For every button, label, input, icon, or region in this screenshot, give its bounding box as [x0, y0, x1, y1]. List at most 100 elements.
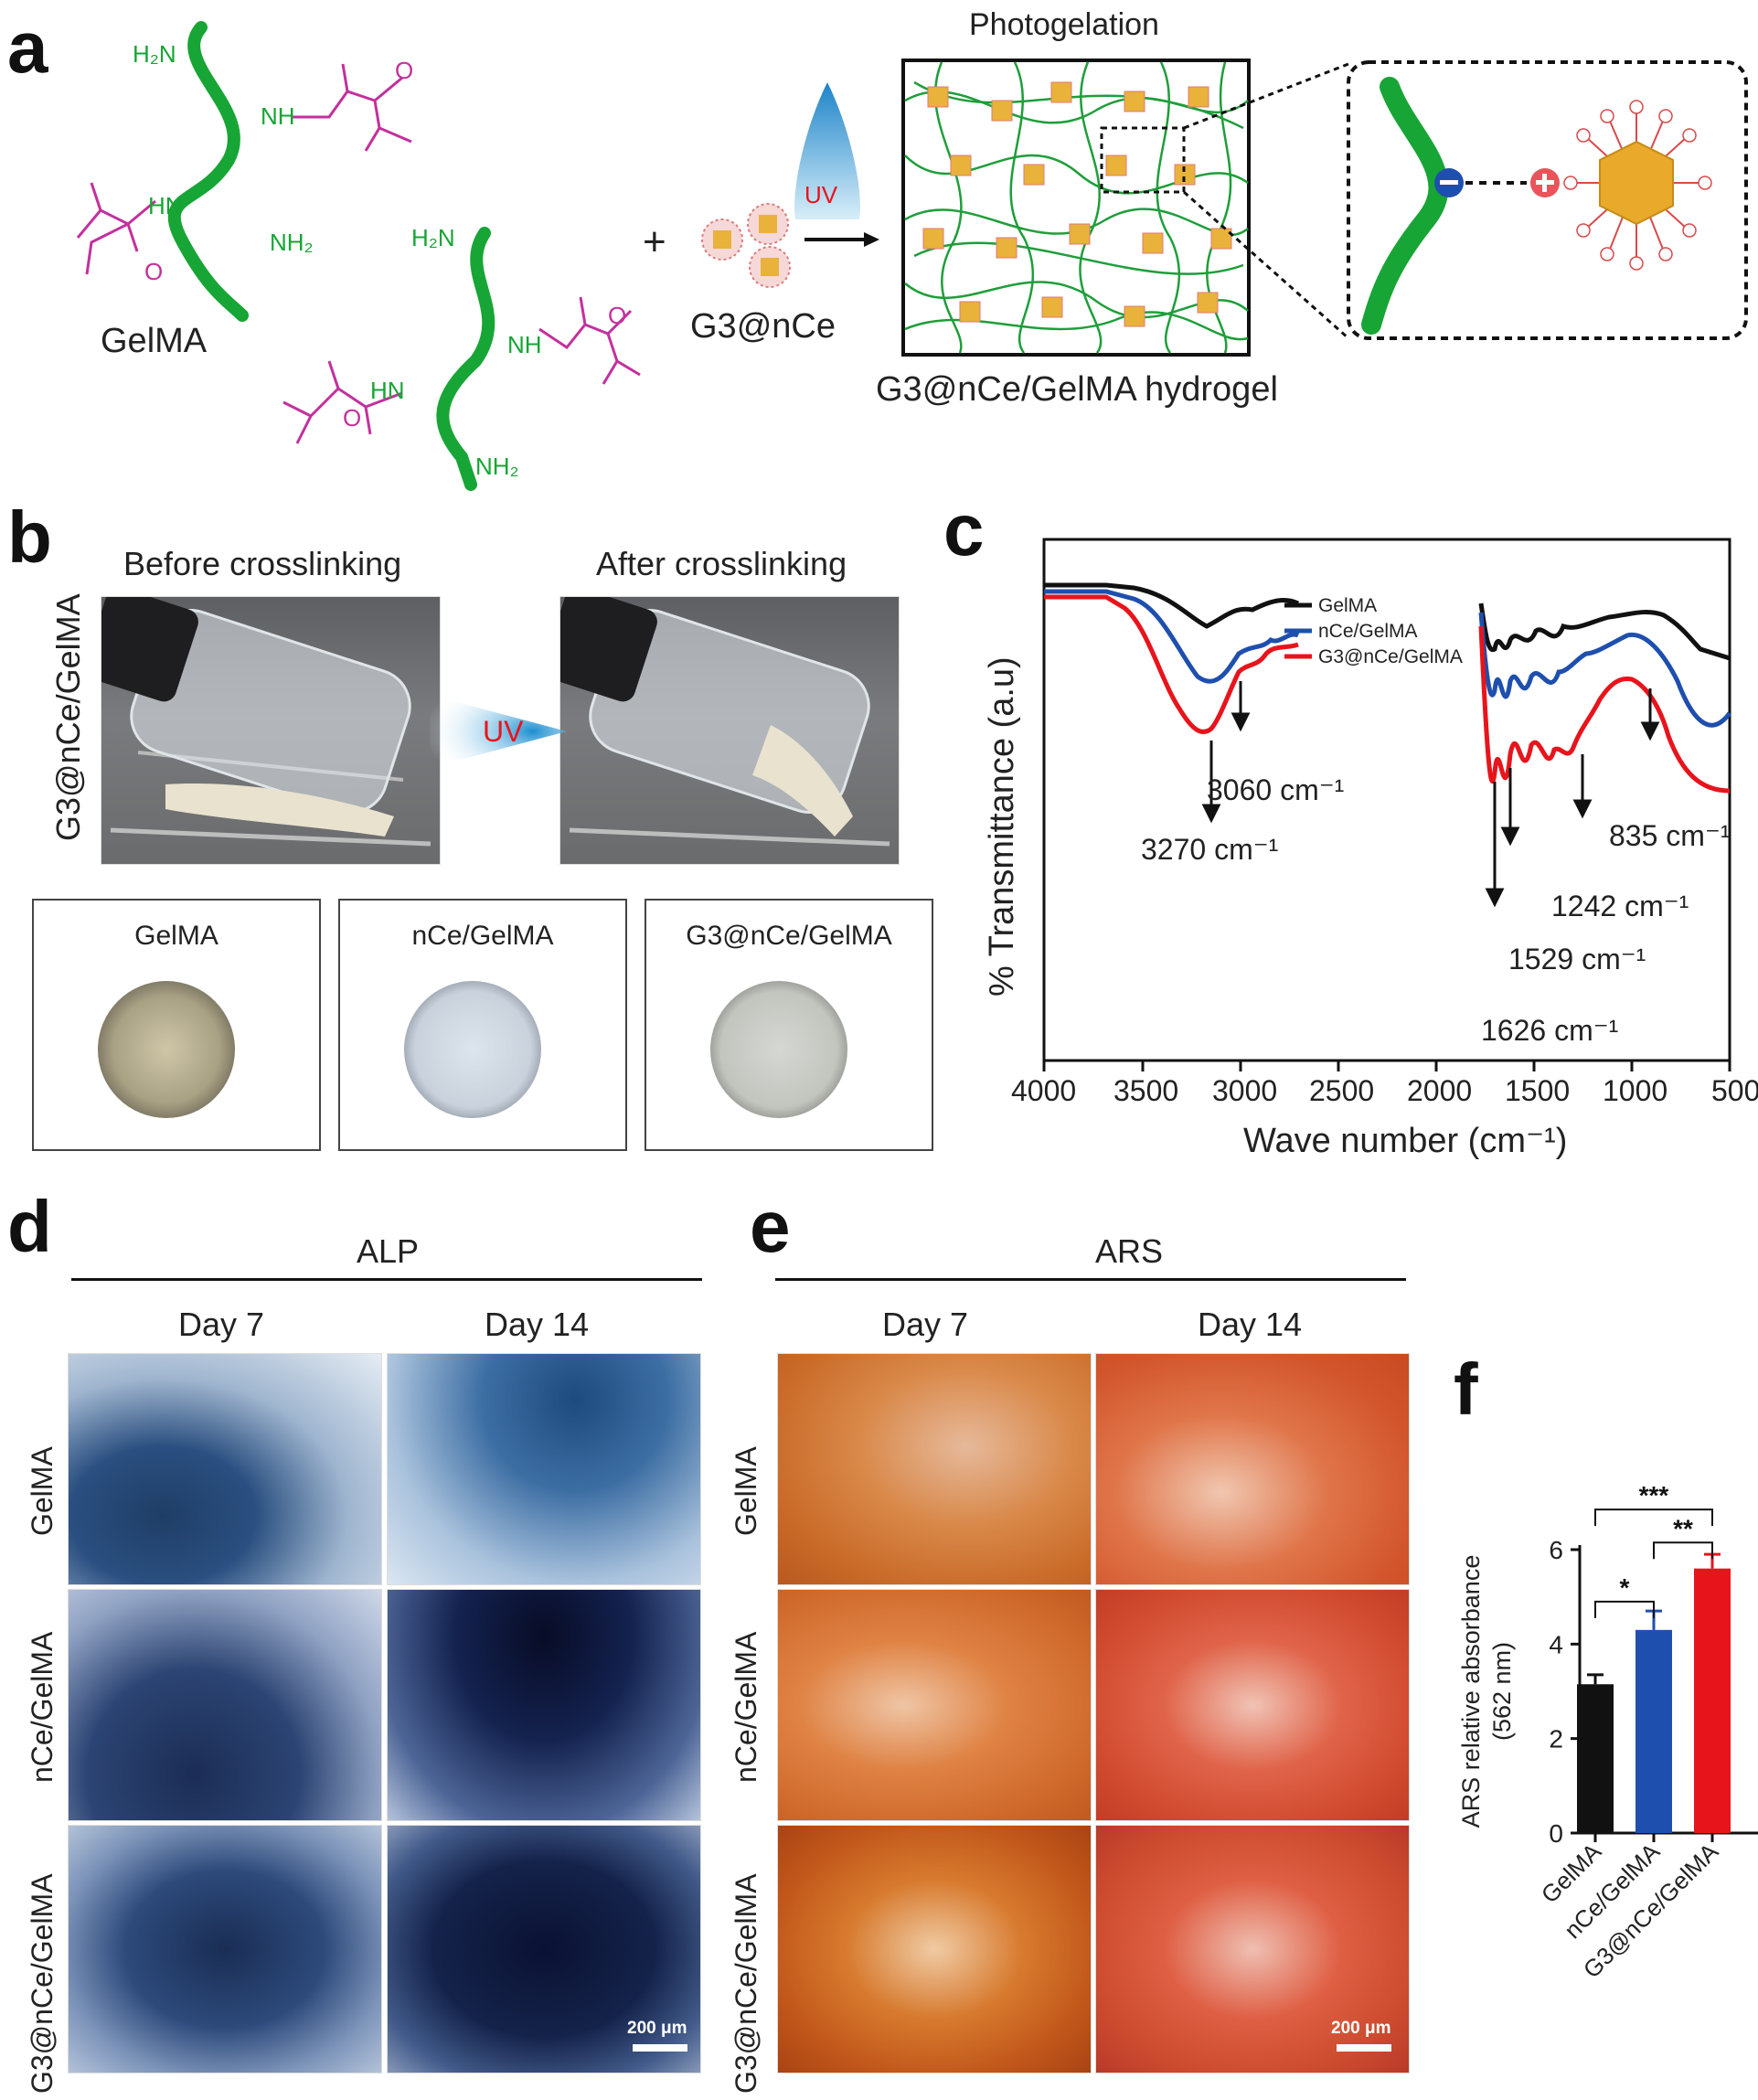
ftir-legend-swatches: [1284, 602, 1312, 659]
chem-o-2: O: [144, 258, 164, 285]
alp-row-g3nce: G3@nCe/GelMA: [26, 1873, 59, 2094]
uv-beam-icon: [430, 695, 567, 768]
f-bar-1: [1635, 1629, 1672, 1833]
gelma-chain-1: [167, 21, 249, 322]
nanoparticle-label: G3@nCe: [690, 307, 836, 346]
ars-title-rule: [775, 1278, 1406, 1281]
ars-scalebar: [1337, 2044, 1391, 2052]
disc-box-gelma: GelMA: [32, 899, 321, 1151]
alp-title: ALP: [357, 1232, 420, 1270]
zoom-region: [1100, 126, 1186, 194]
ftir-y-axis-label: % Transmittance (a.u): [983, 656, 1021, 997]
f-bar-0: [1577, 1684, 1614, 1833]
disc-box-g3nce: G3@nCe/GelMA: [645, 899, 933, 1151]
disc-label-nce: nCe/GelMA: [411, 921, 554, 951]
f-y-tick-label: 4: [1549, 1630, 1563, 1658]
methacryl-groups-2: [282, 296, 641, 444]
f-y-tick-label: 0: [1549, 1819, 1563, 1848]
disc-label-gelma: GelMA: [134, 921, 218, 951]
ftir-annot-3270: 3270 cm⁻¹: [1141, 833, 1279, 866]
ftir-legend-nce: nCe/GelMA: [1318, 621, 1418, 642]
chem-hn-2: HN: [370, 377, 405, 404]
ars-col-day14: Day 14: [1198, 1306, 1303, 1343]
panel-label-e: e: [750, 1186, 791, 1267]
disc-nce-photo: [404, 981, 541, 1118]
alp-col-day14: Day 14: [485, 1306, 590, 1343]
disc-g3nce-photo: [710, 981, 847, 1118]
panel-label-d: d: [7, 1186, 52, 1267]
ftir-annot-1529: 1529 cm⁻¹: [1508, 943, 1646, 975]
panel-label-c: c: [943, 489, 985, 570]
ftir-x-axis-label: Wave number (cm⁻¹): [1243, 1122, 1568, 1160]
ars-col-day7: Day 7: [882, 1306, 969, 1343]
alp-col-day7: Day 7: [178, 1306, 265, 1343]
ftir-line-g3nce: [1044, 594, 1731, 794]
disc-box-nce: nCe/GelMA: [338, 899, 627, 1151]
after-crosslinking-label: After crosslinking: [596, 545, 847, 582]
zoom-detail-box: [1347, 60, 1748, 340]
ceria-nanocrystal-icon: [1599, 140, 1674, 226]
f-significance-label: ***: [1639, 1481, 1669, 1509]
f-y-tick-label: 2: [1549, 1725, 1563, 1754]
chem-nh-1: NH: [261, 102, 295, 130]
f-significance-bracket: [1653, 1541, 1713, 1560]
f-bar-2: [1694, 1568, 1731, 1833]
f-significance-bracket: [1594, 1508, 1713, 1527]
hydrogel-particles: [922, 81, 1232, 327]
plus-sign: +: [643, 219, 666, 264]
ftir-xtick-3500: 3500: [1113, 1074, 1179, 1107]
zoom-gelma-chain: [1361, 77, 1449, 335]
gelma-chain-2: [436, 227, 495, 491]
ftir-plot-frame: [1042, 538, 1731, 1062]
disc-label-g3nce: G3@nCe/GelMA: [686, 921, 892, 951]
f-significance-bracket: [1594, 1600, 1655, 1618]
ars-nce-day14: [1095, 1589, 1410, 1821]
alp-gelma-day14: [387, 1353, 701, 1585]
ftir-line-nce: [1044, 589, 1732, 728]
ftir-xtick-4000: 4000: [1011, 1074, 1077, 1107]
ftir-annot-3060: 3060 cm⁻¹: [1207, 773, 1345, 806]
panel-b-side-label: G3@nCe/GelMA: [49, 593, 87, 841]
hydrogel-label: G3@nCe/GelMA hydrogel: [876, 370, 1278, 409]
panel-label-a: a: [7, 6, 48, 88]
ftir-peak-arrows: [1201, 681, 1660, 908]
alp-row-nce: nCe/GelMA: [26, 1631, 59, 1783]
ftir-legend-g3nce: G3@nCe/GelMA: [1318, 646, 1463, 667]
ars-row-gelma: GelMA: [730, 1446, 762, 1536]
chem-hn-1: HN: [148, 192, 183, 219]
photogelation-label: Photogelation: [969, 7, 1159, 42]
ars-gelma-day7: [777, 1353, 1092, 1585]
alp-gelma-day7: [68, 1353, 382, 1585]
f-significance-label: *: [1620, 1573, 1630, 1602]
ars-g3nce-day14: [1095, 1825, 1410, 2073]
ars-nce-day7: [777, 1589, 1092, 1821]
panel-a-schematic: [76, 21, 1748, 491]
panel-label-b: b: [7, 496, 52, 578]
alp-nce-day7: [68, 1589, 382, 1821]
f-y-axis-unit: (562 nm): [1488, 1642, 1516, 1741]
chem-o-3: O: [608, 302, 627, 329]
alp-title-rule: [71, 1278, 702, 1281]
f-significance-label: **: [1673, 1514, 1693, 1542]
alp-scalebar-label: 200 μm: [627, 2019, 687, 2038]
ftir-annot-835: 835 cm⁻¹: [1609, 819, 1731, 852]
ftir-xtick-3000: 3000: [1212, 1074, 1278, 1107]
f-y-tick-label: 6: [1549, 1536, 1563, 1564]
vial-after-photo: [559, 596, 900, 865]
chem-o-1: O: [395, 57, 414, 84]
disc-gelma-photo: [98, 981, 235, 1118]
before-crosslinking-label: Before crosslinking: [123, 545, 402, 582]
ftir-xtick-1000: 1000: [1603, 1074, 1668, 1107]
uv-label-b: UV: [483, 715, 524, 748]
alp-nce-day14: [387, 1589, 701, 1821]
ftir-x-ticks: [1042, 1061, 1731, 1071]
alp-row-gelma: GelMA: [26, 1446, 59, 1536]
ars-row-g3nce: G3@nCe/GelMA: [730, 1873, 762, 2094]
methacryl-groups-1: [76, 63, 412, 275]
g3-nce-particles: [701, 203, 791, 288]
ars-absorbance-bar-chart: 0246GelMAnCe/GelMAG3@nCe/GelMA******ARS …: [1457, 1481, 1758, 1983]
uv-label-a: UV: [804, 181, 838, 208]
uv-cone-icon: [794, 82, 860, 219]
chem-o-4: O: [343, 404, 362, 432]
